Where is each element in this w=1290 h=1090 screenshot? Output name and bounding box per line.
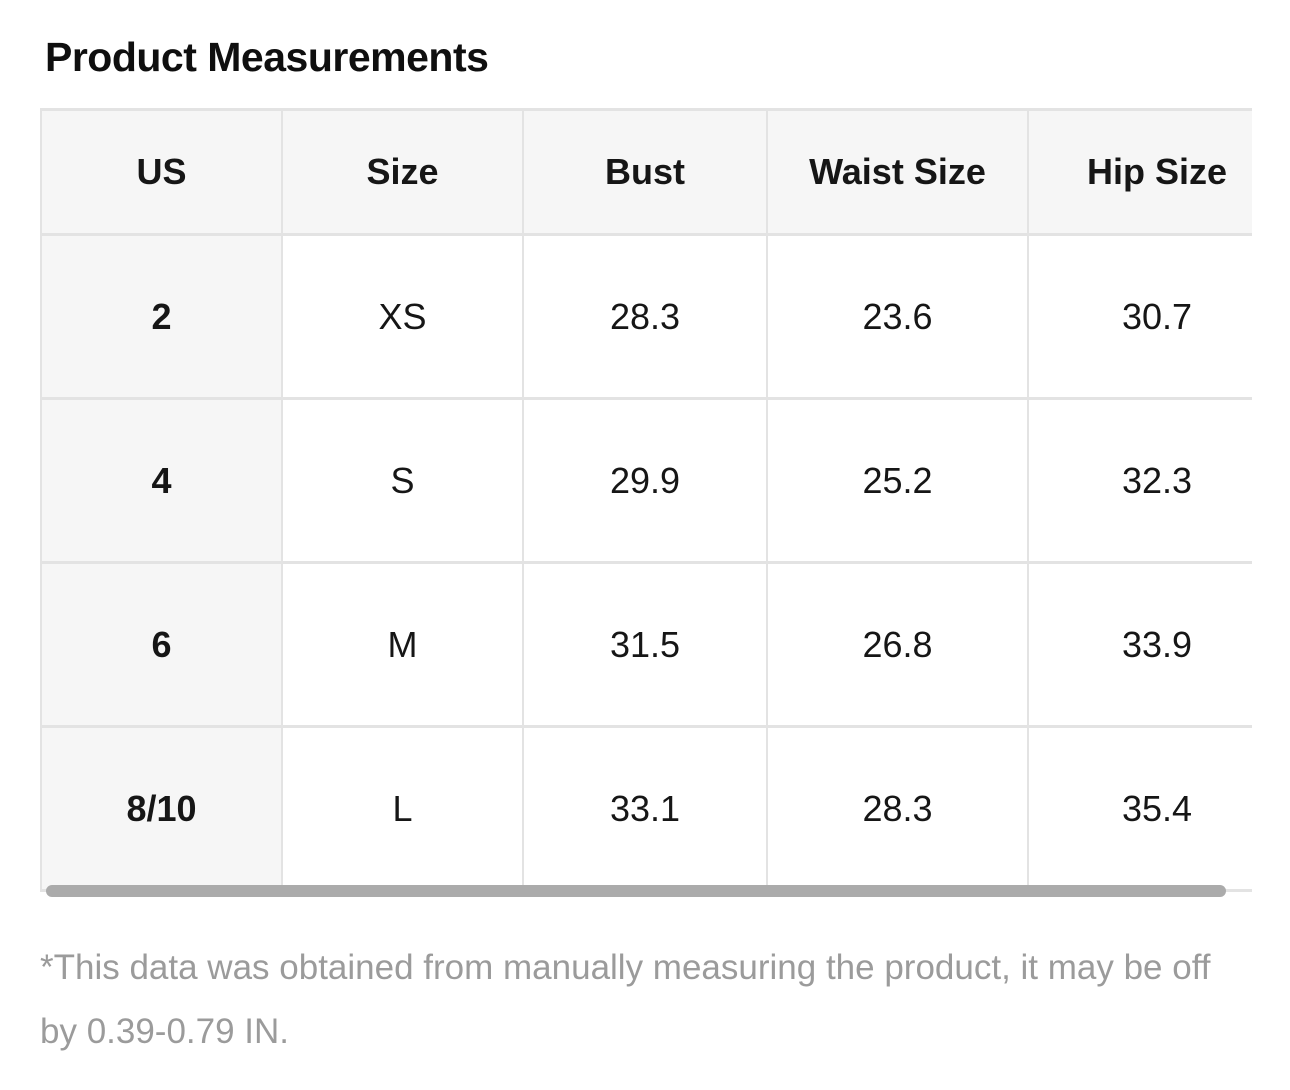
cell-hip-size: 35.4 bbox=[1027, 725, 1252, 892]
cell-size: M bbox=[281, 561, 524, 728]
row-header-us: 8/10 bbox=[40, 725, 283, 892]
horizontal-scrollbar-thumb[interactable] bbox=[46, 885, 1226, 897]
cell-size: XS bbox=[281, 233, 524, 400]
measurements-table: US Size Bust Waist Size Hip Size 2 XS 28… bbox=[40, 108, 1252, 892]
column-header-us: US bbox=[40, 108, 283, 236]
cell-waist-size: 23.6 bbox=[766, 233, 1029, 400]
measurement-disclaimer-text: *This data was obtained from manually me… bbox=[40, 948, 1211, 1052]
cell-hip-size: 30.7 bbox=[1027, 233, 1252, 400]
cell-size: L bbox=[281, 725, 524, 892]
column-header-bust: Bust bbox=[522, 108, 768, 236]
column-header-hip: Hip Size bbox=[1027, 108, 1252, 236]
table-row-l: 8/10 L 33.1 28.3 35.4 bbox=[40, 725, 1252, 892]
row-header-us: 2 bbox=[40, 233, 283, 400]
table-row-s: 4 S 29.9 25.2 32.3 bbox=[40, 397, 1252, 564]
cell-size: S bbox=[281, 397, 524, 564]
section-title: Product Measurements bbox=[45, 34, 489, 80]
row-header-us: 6 bbox=[40, 561, 283, 728]
table-header-row: US Size Bust Waist Size Hip Size bbox=[40, 108, 1252, 236]
cell-waist-size: 28.3 bbox=[766, 725, 1029, 892]
cell-hip-size: 33.9 bbox=[1027, 561, 1252, 728]
cell-waist-size: 25.2 bbox=[766, 397, 1029, 564]
row-header-us: 4 bbox=[40, 397, 283, 564]
cell-bust: 31.5 bbox=[522, 561, 768, 728]
column-header-waist: Waist Size bbox=[766, 108, 1029, 236]
cell-bust: 28.3 bbox=[522, 233, 768, 400]
measurements-table-scroll-area[interactable]: US Size Bust Waist Size Hip Size 2 XS 28… bbox=[40, 108, 1252, 908]
table-row-xs: 2 XS 28.3 23.6 30.7 bbox=[40, 233, 1252, 400]
cell-waist-size: 26.8 bbox=[766, 561, 1029, 728]
cell-bust: 29.9 bbox=[522, 397, 768, 564]
cell-hip-size: 32.3 bbox=[1027, 397, 1252, 564]
table-row-m: 6 M 31.5 26.8 33.9 bbox=[40, 561, 1252, 728]
cell-bust: 33.1 bbox=[522, 725, 768, 892]
column-header-size: Size bbox=[281, 108, 524, 236]
